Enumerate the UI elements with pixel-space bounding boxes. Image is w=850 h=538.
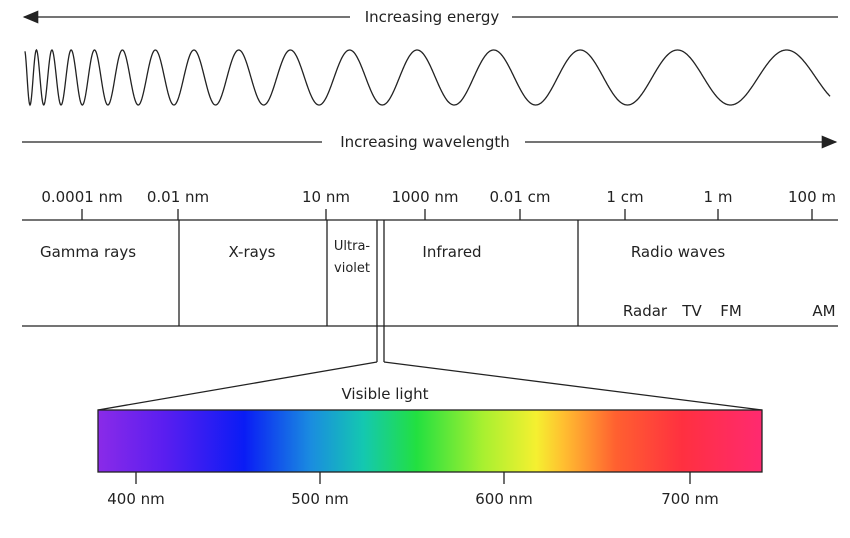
scale-label: 10 nm — [302, 188, 350, 206]
region: violet — [334, 261, 370, 276]
visible-spectrum — [97, 409, 763, 473]
scale-label: 100 m — [788, 188, 836, 206]
band: TV — [681, 302, 702, 320]
band: Radar — [623, 302, 668, 320]
scale-label: 0.01 cm — [489, 188, 550, 206]
scale-label: 0.01 nm — [147, 188, 209, 206]
region: Infrared — [422, 243, 481, 261]
region: X-rays — [229, 243, 276, 261]
visible-tick-label: 700 nm — [661, 490, 719, 508]
visible-tick-label: 600 nm — [475, 490, 533, 508]
visible-tick-label: 400 nm — [107, 490, 165, 508]
scale-label: 1 cm — [606, 188, 643, 206]
visible-tick-label: 500 nm — [291, 490, 349, 508]
region: Gamma rays — [40, 243, 136, 261]
region: Radio waves — [631, 243, 725, 261]
scale-label: 1000 nm — [391, 188, 458, 206]
scale-label: 0.0001 nm — [41, 188, 122, 206]
band: AM — [812, 302, 835, 320]
label: Increasing energy — [365, 8, 500, 26]
label: Increasing wavelength — [340, 133, 510, 151]
scale — [22, 219, 838, 411]
scale-label: 1 m — [704, 188, 733, 206]
visible-label: Visible light — [341, 385, 428, 403]
band: FM — [720, 302, 742, 320]
region: Ultra- — [334, 239, 371, 254]
wave — [24, 48, 831, 107]
